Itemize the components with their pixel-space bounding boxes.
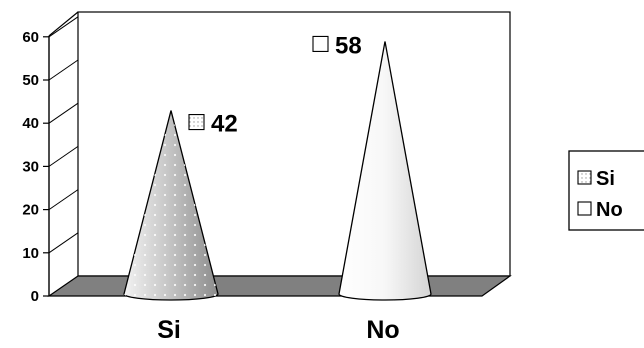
plot-frame <box>47 11 512 297</box>
y-tick-label: 20 <box>22 202 39 219</box>
gridline-side <box>48 59 79 81</box>
y-tick-label: 50 <box>22 72 39 89</box>
legend-label-si: Si <box>596 168 615 190</box>
cones <box>123 41 432 301</box>
gridline-side <box>48 189 79 211</box>
cone-body <box>338 41 432 301</box>
y-tick-label: 30 <box>22 158 39 175</box>
y-tick-label: 0 <box>31 288 39 305</box>
legend: Si No <box>568 150 644 231</box>
data-label-si: 42 <box>211 111 238 138</box>
gridline-side <box>48 16 79 38</box>
data-labels: 42 58 <box>188 32 362 138</box>
legend-swatch-si <box>577 170 592 185</box>
legend-box <box>568 150 644 231</box>
cone-si <box>123 110 219 301</box>
y-tick-label: 40 <box>22 115 39 132</box>
y-tick-label: 10 <box>22 245 39 262</box>
floor <box>47 275 512 297</box>
data-label-no: 58 <box>335 32 362 59</box>
cone-no <box>338 41 432 301</box>
legend-label-no: No <box>596 199 623 221</box>
legend-swatch-no <box>577 201 592 216</box>
data-label-swatch <box>312 35 329 52</box>
category-labels: Si No <box>157 316 399 344</box>
side-wall-edge <box>48 11 79 37</box>
data-label-swatch <box>188 114 205 131</box>
gridline-side <box>48 102 79 124</box>
y-axis: 0 10 20 30 40 50 60 <box>22 29 50 305</box>
cone-pattern <box>124 110 218 300</box>
gridline-side <box>48 145 79 167</box>
gridline-side <box>48 232 79 254</box>
category-label-no: No <box>366 316 399 343</box>
y-tick-label: 60 <box>22 29 39 46</box>
category-label-si: Si <box>157 316 181 343</box>
